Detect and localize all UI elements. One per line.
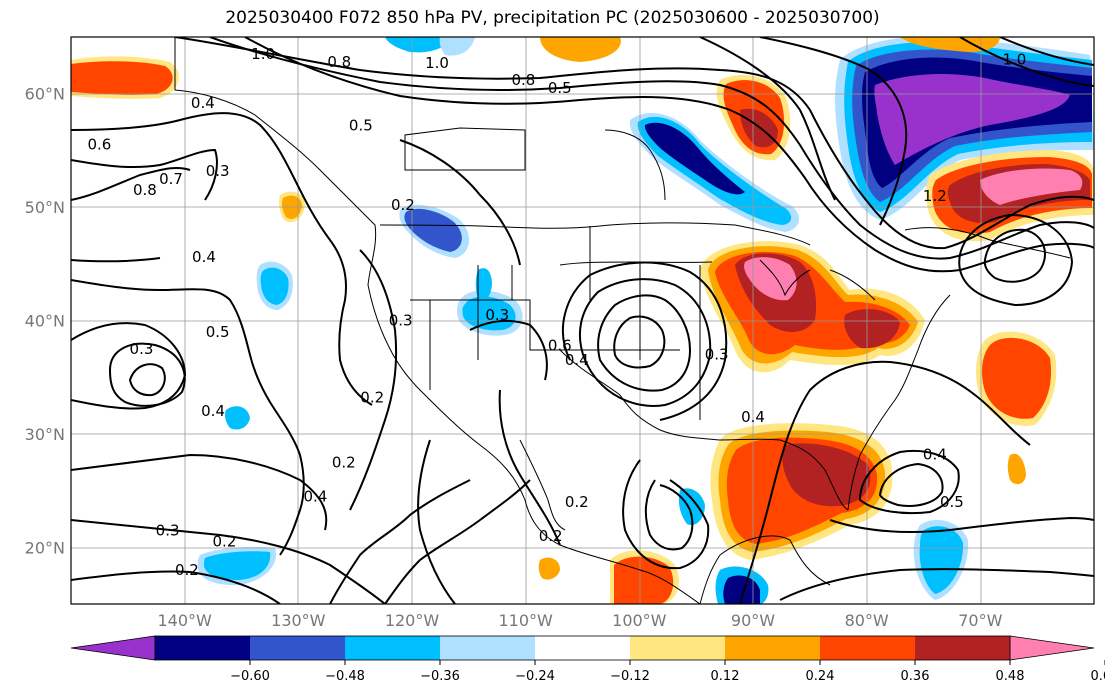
contour-label: 0.6 [87,136,111,154]
colorbar-tick-label: −0.12 [610,669,650,684]
contour-label: 0.3 [705,346,729,364]
colorbar-segment [440,636,535,660]
lon-tick-label: 90°W [731,611,775,630]
colorbar-tick-label: −0.36 [420,669,460,684]
contour-label: 1.0 [1003,51,1027,69]
latitude-labels: 20°N 30°N 40°N 50°N 60°N [25,85,65,558]
colorbar-tick-label: 0.60 [1091,669,1105,684]
contour-label: 0.8 [511,71,535,89]
contour-label: 0.2 [539,527,563,545]
lat-tick-label: 40°N [25,312,65,331]
lon-tick-label: 120°W [385,611,440,630]
lon-tick-label: 100°W [612,611,667,630]
colorbar-segment [630,636,725,660]
map-frame [70,36,1095,605]
lon-tick-label: 130°W [271,611,326,630]
contour-label: 0.2 [332,453,356,471]
colorbar-tick-label: 0.12 [711,669,740,684]
lat-tick-label: 30°N [25,425,65,444]
contour-label: 0.4 [565,351,589,369]
lat-tick-label: 20°N [25,538,65,557]
pv-contours [71,37,1094,604]
colorbar-segment [915,636,1010,660]
contour-label: 0.4 [741,408,765,426]
contour-label: 0.8 [327,53,351,71]
colorbar-tick-label: −0.24 [515,669,555,684]
precip-shading [71,37,1094,604]
contour-label: 0.3 [389,312,413,330]
coastlines [174,37,1071,604]
contour-label: 0.5 [349,116,373,134]
colorbar-tick-label: −0.60 [230,669,270,684]
colorbar-frame [154,635,1011,661]
contour-label: 0.8 [133,181,157,199]
colorbar-segment [725,636,820,660]
pv-contour-labels: 1.0 0.8 1.00.80.40.50.60.30.80.70.20.40.50… [87,45,1027,579]
colorbar-extend-high [1009,635,1095,661]
colorbar-segment [820,636,915,660]
contour-label: 0.3 [156,521,180,539]
lon-tick-label: 110°W [498,611,553,630]
colorbar-tick-label: −0.48 [325,669,365,684]
lon-tick-label: 70°W [958,611,1002,630]
contour-label: 0.2 [565,493,589,511]
contour-label: 1.2 [923,187,947,205]
lon-tick-label: 140°W [157,611,212,630]
colorbar-segment [155,636,250,660]
contour-label: 1.0 [425,54,449,72]
colorbar-tick-label: 0.48 [996,669,1025,684]
colorbar-tick-label: 0.36 [901,669,930,684]
contour-label: 0.5 [548,79,572,97]
gridlines [71,37,1094,604]
lon-tick-label: 80°W [845,611,889,630]
colorbar-segment [250,636,345,660]
contour-label: 0.2 [360,389,384,407]
contour-label: 0.4 [303,487,327,505]
contour-label: 1.0 [251,45,275,63]
lat-tick-label: 50°N [25,198,65,217]
chart-title: 2025030400 F072 850 hPa PV, precipitatio… [225,8,880,28]
colorbar-tick-label: 0.24 [806,669,835,684]
longitude-labels: 140°W 130°W 120°W 110°W 100°W 90°W 80°W 70°W [157,611,1002,630]
contour-label: 0.2 [175,561,199,579]
colorbar: −0.60 −0.48 −0.36 −0.24 −0.12 0.12 0.24 0.36 0.4… [70,635,1105,684]
contour-label: 0.3 [485,306,509,324]
contour-label: 0.5 [940,493,964,511]
contour-label: 0.2 [213,533,237,551]
lat-tick-label: 60°N [25,85,65,104]
contour-label: 0.3 [130,340,154,358]
contour-label: 0.5 [206,323,230,341]
colorbar-segment [345,636,440,660]
contour-label: 0.3 [206,162,230,180]
contour-label: 0.6 [548,336,572,354]
colorbar-segment [535,636,630,660]
contour-label: 0.4 [923,445,947,463]
contour-label: 0.4 [201,402,225,420]
contour-label: 0.2 [391,196,415,214]
contour-label: 0.4 [192,248,216,266]
contour-label: 0.4 [191,94,215,112]
contour-label: 0.7 [159,170,183,188]
colorbar-extend-low [70,635,156,661]
